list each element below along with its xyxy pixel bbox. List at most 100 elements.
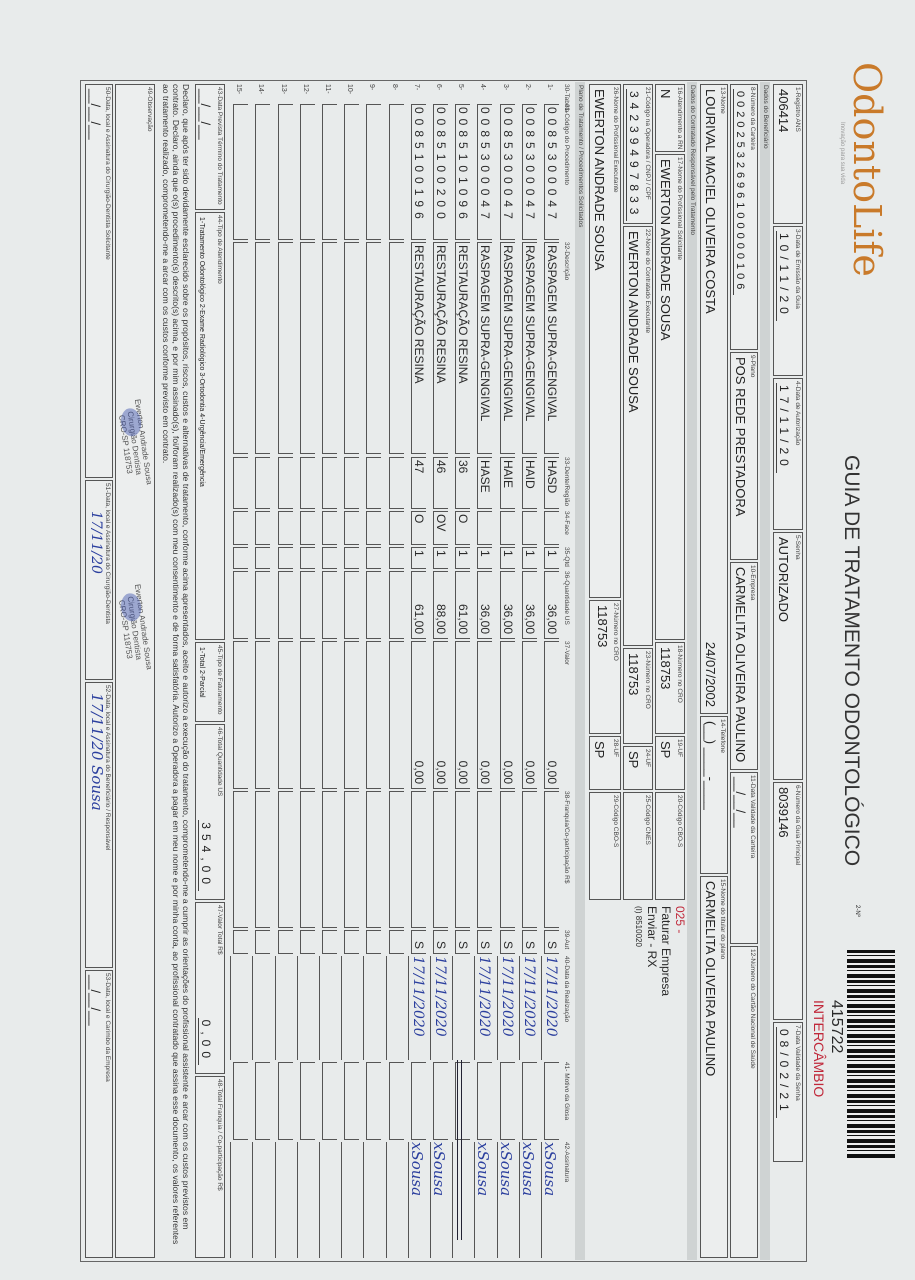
cell-franq <box>388 791 404 928</box>
cell-glosa <box>277 1062 293 1140</box>
section-plano: Plano de Tratamento / Procedimentos Soli… <box>575 82 585 1260</box>
cell-glosa <box>477 1062 493 1140</box>
value: POS REDE PRESTADORA <box>733 357 748 517</box>
cell-dente: 46 <box>433 457 448 509</box>
cell-date <box>385 956 404 1060</box>
cell-sign: xSousa <box>474 1142 493 1258</box>
label: 8-Número da Carteira <box>749 87 756 150</box>
cell-desc: RASPAGEM SUPRA-GENGIVAL <box>544 242 559 454</box>
cell-franq <box>521 791 537 928</box>
signature-50: 50-Data, local e Assinatura do Cirurgião… <box>85 84 113 478</box>
cell-n: 2- <box>523 84 531 91</box>
field-tipo-faturamento[interactable]: 45-Tipo de Faturamento 1-Total 2-Parcial <box>195 642 225 722</box>
note-line: (I) 8510020 <box>634 906 643 947</box>
value: SP <box>626 751 641 769</box>
cell-desc <box>388 242 404 454</box>
cell-valor: 0,00 <box>521 641 537 789</box>
field-registro-ans: 1-Registro ANS 406414 <box>773 84 803 224</box>
cell-code <box>366 104 382 240</box>
cell-date: 17/11/2020 <box>541 956 559 1060</box>
field-atendimento-rn: 16-Atendimento a RN N <box>655 84 685 152</box>
cell-aut: S <box>521 930 537 954</box>
cell-us: 88,00 <box>433 571 448 639</box>
cell-code: 0085300047 <box>499 104 515 240</box>
value: 118753 <box>658 647 673 690</box>
column-header: 42-Assinatura <box>563 1142 570 1183</box>
value: __/__/__ <box>198 89 213 140</box>
label: 12-Número do Cartão Nacional de Saúde <box>749 949 756 1069</box>
cell-qtd <box>388 547 404 569</box>
cell-sign: xSousa <box>518 1142 537 1258</box>
cell-sign <box>296 1142 315 1258</box>
value: EWERTON ANDRADE SOUSA <box>626 231 641 413</box>
cell-glosa <box>366 1062 382 1140</box>
field-tipo-atendimento[interactable]: 44-Tipo de Atendimento 1-Tratamento Odont… <box>195 212 225 640</box>
cell-franq <box>366 791 382 928</box>
cell-code <box>344 104 360 240</box>
cell-desc <box>255 242 271 454</box>
cell-glosa <box>544 1062 559 1140</box>
field-senha: 5-Senha AUTORIZADO <box>773 532 803 780</box>
options: 1-Total 2-Parcial <box>198 647 205 698</box>
cell-dente <box>233 457 249 509</box>
label: 21-Código na Operadora / CNPJ / CPF <box>644 87 651 200</box>
guide-number-label: 2-Nº <box>854 905 860 917</box>
cell-aut: S <box>410 930 426 954</box>
value: 17/11/20 <box>776 383 791 473</box>
section-contratado: Dados do Contratado Responsável pelo Tra… <box>687 82 697 1260</box>
cell-qtd <box>277 547 293 569</box>
cell-date <box>341 956 360 1060</box>
field-validade-carteira: 11-Data Validade da Carteira __/__/__ <box>730 772 758 944</box>
cell-franq <box>410 791 426 928</box>
cell-glosa <box>344 1062 360 1140</box>
cell-valor <box>344 641 360 789</box>
cell-dente <box>344 457 360 509</box>
field-cbo-executante: 29-Código CBO-S <box>589 792 621 900</box>
cell-aut <box>388 930 404 954</box>
handwritten-signature: 17/11/20 Sousa <box>88 693 106 811</box>
section-beneficiario: Dados do Beneficiário <box>760 82 770 1260</box>
cell-face <box>366 511 382 545</box>
cell-aut <box>255 930 271 954</box>
value: 118753 <box>595 605 610 648</box>
value: 118753 <box>626 653 641 696</box>
label: 3-Data de Emissão da Guia <box>794 229 801 309</box>
label: 26-Nome do Profissional Executante <box>612 87 619 193</box>
cell-qtd: 1 <box>410 547 426 569</box>
cell-aut <box>344 930 360 954</box>
cell-valor <box>322 641 337 789</box>
cell-us <box>233 571 249 639</box>
cell-dente: 36 <box>455 457 471 509</box>
label: 7-Data Validade da Senha <box>794 1025 801 1101</box>
cell-date <box>319 956 337 1060</box>
value: SP <box>592 741 607 759</box>
cell-sign <box>252 1142 271 1258</box>
cell-glosa <box>233 1062 249 1140</box>
cell-desc: RESTAURAÇÃO RESINA <box>410 242 426 454</box>
field-cro-executante: 27-Número no CRO 118753 <box>589 600 621 734</box>
field-codigo-operadora: 21-Código na Operadora / CNPJ / CPF 34239… <box>623 84 653 224</box>
field-guia-principal: 6-Número da Guia Principal 8039146 <box>773 782 803 1020</box>
label: 5-Senha <box>794 535 801 560</box>
field-uf-solicitante: 19-UF SP <box>655 736 685 790</box>
cell-desc: RESTAURAÇÃO RESINA <box>455 242 471 454</box>
cell-desc: RASPAGEM SUPRA-GENGIVAL <box>477 242 493 454</box>
cell-valor <box>366 641 382 789</box>
column-header: 35-Qtd <box>563 547 570 567</box>
cell-face <box>544 511 559 545</box>
value: 406414 <box>776 89 791 133</box>
cell-date: 17/11/2020 <box>496 956 515 1060</box>
label: 23-Número no CRO <box>644 651 651 709</box>
field-cns: 12-Número do Cartão Nacional de Saúde <box>730 946 758 1258</box>
cell-sign: xSousa <box>430 1142 448 1258</box>
cell-code <box>233 104 249 240</box>
field-plano: 9-Plano POS REDE PRESTADORA <box>730 352 758 560</box>
cell-aut: S <box>499 930 515 954</box>
cell-sign <box>363 1142 382 1258</box>
cell-face <box>277 511 293 545</box>
label: 9-Plano <box>749 355 756 378</box>
value: EWERTON ANDRADE SOUSA <box>658 159 673 341</box>
value: __/__/__ <box>88 89 103 140</box>
cell-glosa <box>521 1062 537 1140</box>
